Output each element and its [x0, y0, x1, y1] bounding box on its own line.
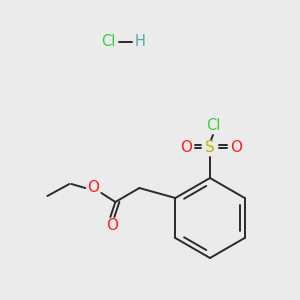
Text: Cl: Cl — [101, 34, 115, 50]
Text: H: H — [135, 34, 146, 50]
Text: O: O — [180, 140, 192, 155]
Text: O: O — [106, 218, 119, 233]
Text: S: S — [205, 140, 215, 155]
Text: Cl: Cl — [206, 118, 220, 134]
Text: O: O — [230, 140, 242, 155]
Text: O: O — [87, 181, 99, 196]
